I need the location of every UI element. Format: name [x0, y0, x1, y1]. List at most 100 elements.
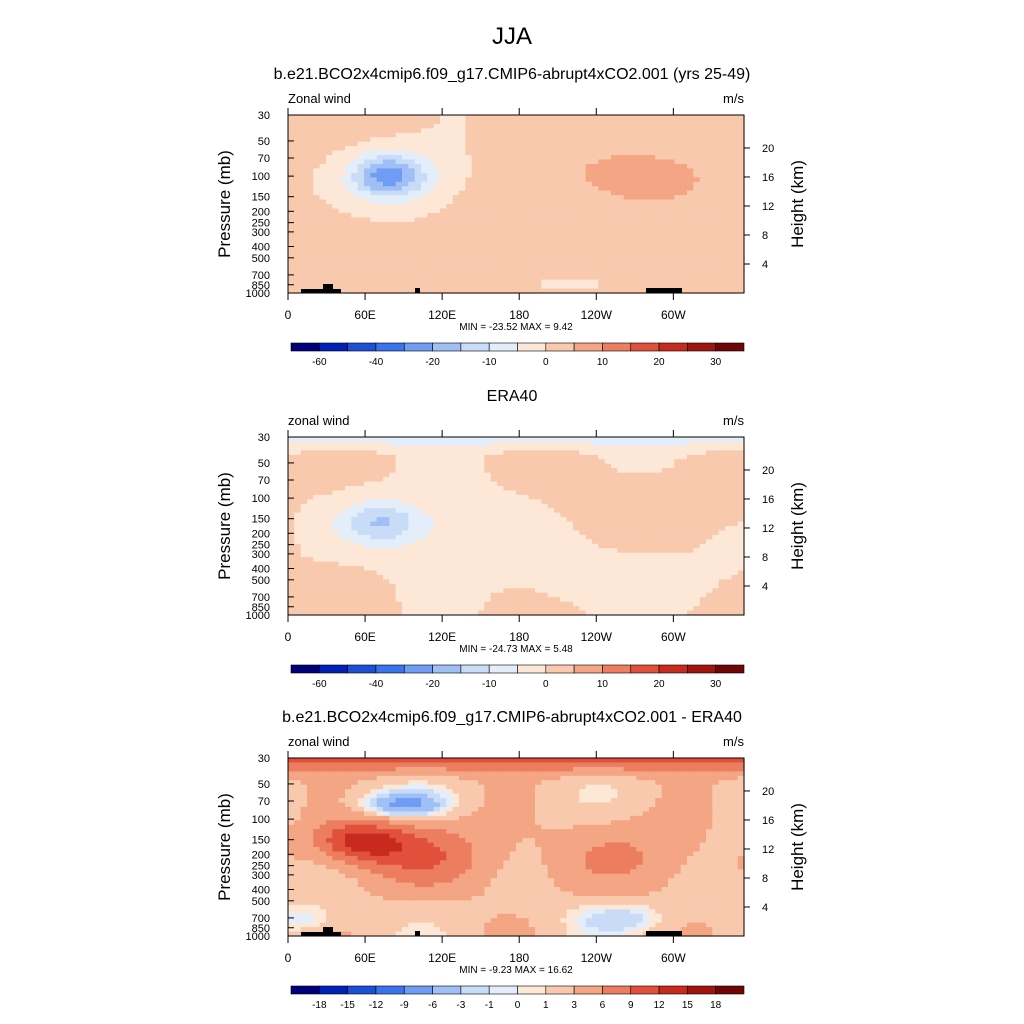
field-cell: [630, 235, 637, 241]
field-cell: [300, 499, 308, 505]
field-cell: [364, 168, 371, 174]
field-cell: [376, 499, 384, 505]
field-cell: [699, 230, 707, 236]
field-cell: [414, 508, 422, 514]
field-cell: [573, 137, 580, 143]
field-cell: [459, 181, 466, 187]
field-cell: [573, 539, 580, 545]
field-cell: [547, 601, 555, 607]
field-cell: [509, 499, 517, 505]
field-cell: [592, 512, 599, 518]
field-cell: [383, 592, 390, 598]
field-cell: [338, 543, 346, 549]
field-cell: [585, 186, 593, 192]
field-cell: [345, 508, 352, 514]
field-cell: [490, 132, 498, 138]
field-cell: [307, 503, 314, 509]
field-cell: [326, 248, 333, 254]
field-cell: [440, 235, 447, 241]
field-cell: [326, 257, 333, 263]
field-cell: [579, 490, 587, 496]
field-cell: [509, 570, 517, 576]
field-cell: [611, 284, 618, 290]
field-cell: [522, 195, 530, 201]
field-cell: [357, 534, 365, 540]
field-cell: [364, 606, 371, 612]
field-cell: [364, 159, 371, 165]
field-cell: [592, 561, 599, 567]
field-cell: [617, 221, 625, 227]
field-cell: [566, 583, 574, 589]
field-cell: [516, 155, 523, 161]
field-cell: [402, 115, 409, 121]
field-cell: [357, 270, 365, 276]
field-cell: [357, 132, 365, 138]
field-cell: [573, 199, 580, 205]
field-cell: [528, 583, 536, 589]
field-cell: [541, 557, 549, 563]
field-cell: [389, 517, 397, 523]
field-cell: [364, 141, 371, 147]
colorbar-segment: [460, 342, 490, 352]
field-cell: [319, 574, 327, 580]
field-cell: [585, 123, 593, 129]
field-cell: [585, 601, 593, 607]
field-cell: [731, 123, 739, 129]
field-cell: [585, 159, 593, 165]
field-cell: [326, 437, 333, 443]
field-cell: [307, 534, 314, 540]
field-cell: [547, 481, 555, 487]
field-cell: [402, 150, 409, 156]
field-cell: [516, 270, 523, 276]
field-cell: [383, 490, 390, 496]
colorbar-segment: [319, 342, 348, 352]
field-cell: [560, 490, 568, 496]
field-cell: [503, 190, 511, 196]
field-cell: [471, 539, 479, 545]
field-cell: [294, 477, 302, 483]
field-cell: [478, 552, 485, 558]
field-cell: [452, 199, 460, 205]
field-cell: [509, 543, 517, 549]
field-cell: [585, 588, 593, 594]
field-cell: [332, 279, 340, 285]
field-cell: [611, 217, 618, 223]
field-cell: [471, 141, 479, 147]
field-cell: [408, 588, 416, 594]
field-cell: [427, 477, 435, 483]
field-cell: [718, 266, 726, 272]
field-cell: [357, 146, 365, 152]
field-cell: [345, 490, 352, 496]
field-cell: [300, 579, 308, 585]
field-cell: [433, 481, 441, 487]
field-cell: [737, 172, 745, 178]
field-cell: [452, 552, 460, 558]
field-cell: [592, 557, 599, 563]
field-cell: [598, 244, 606, 250]
field-cell: [421, 472, 428, 478]
field-cell: [579, 275, 587, 281]
field-cell: [712, 128, 720, 134]
field-cell: [731, 212, 739, 218]
field-cell: [414, 132, 422, 138]
field-cell: [471, 548, 479, 554]
field-cell: [725, 252, 732, 258]
field-cell: [433, 244, 441, 250]
field-cell: [560, 592, 568, 598]
field-cell: [370, 128, 378, 134]
field-cell: [351, 570, 359, 576]
field-cell: [433, 499, 441, 505]
field-cell: [414, 583, 422, 589]
field-cell: [300, 526, 308, 532]
field-cell: [668, 141, 675, 147]
field-cell: [332, 270, 340, 276]
field-cell: [674, 208, 682, 214]
field-cell: [300, 437, 308, 443]
field-cell: [345, 248, 352, 254]
field-cell: [585, 610, 593, 616]
field-cell: [579, 441, 587, 447]
field-cell: [592, 441, 599, 447]
field-cell: [446, 252, 454, 258]
field-cell: [395, 606, 403, 612]
field-cell: [541, 248, 549, 254]
